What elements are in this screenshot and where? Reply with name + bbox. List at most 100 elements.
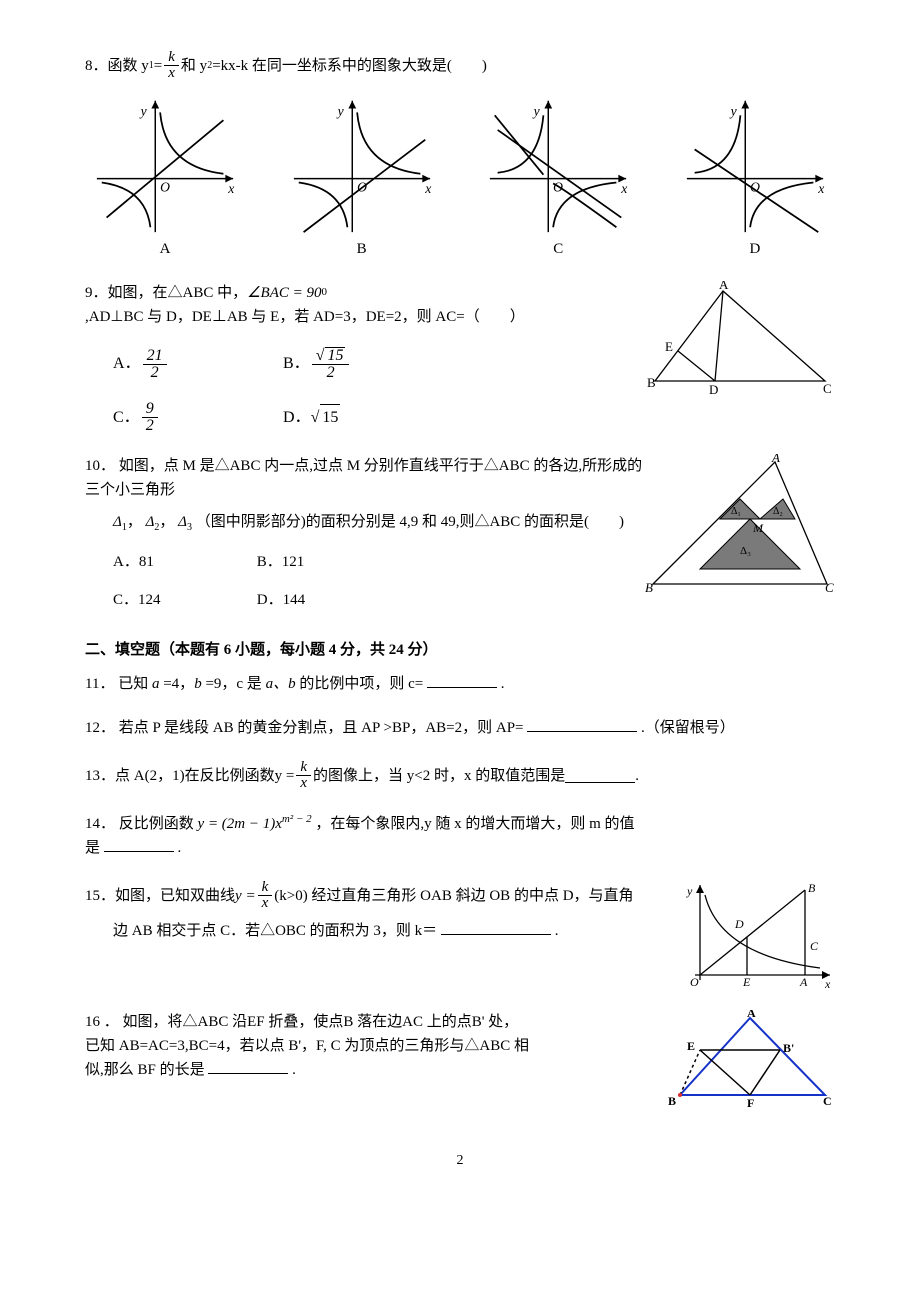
q10-opt-a: A．81 <box>113 550 253 574</box>
q8-frac1-den: x <box>164 66 179 81</box>
q10-opt-c: C．124 <box>113 588 253 612</box>
q11-num: 11． <box>85 676 114 692</box>
q10-options: A．81 B．121 <box>113 550 645 574</box>
q15-figure: O E A B C D x y <box>685 880 835 990</box>
section-2-heading: 二、填空题（本题有 6 小题，每小题 4 分，共 24 分） <box>85 638 835 662</box>
q15-frac-num: k <box>258 880 273 896</box>
q8-text-a: 函数 y <box>108 54 149 78</box>
q9-c-den: 2 <box>142 418 158 434</box>
q9-a-num: 21 <box>143 348 167 365</box>
q9-opt-c: C． 9 2 <box>113 401 283 434</box>
q13-yeq: y = <box>275 764 295 788</box>
q15-line1: 15． 如图，已知双曲线 y = k x (k>0) 经过直角三角形 OAB 斜… <box>85 880 675 911</box>
q16-end: . <box>292 1062 296 1078</box>
q8-graph-b: y x O <box>282 91 442 237</box>
q8-stem: 8． 函数 y 1 = k x 和 y 2 =kx-k 在同一坐标系中的图象大致… <box>85 50 835 81</box>
svg-text:M: M <box>752 521 764 535</box>
q14-num: 14． <box>85 816 115 832</box>
question-16: A B B' C E F 16 ． 如图，将△ABC 沿EF 折叠，使点B 落在… <box>85 1010 835 1110</box>
q15-yeq: y = <box>235 884 256 908</box>
svg-text:x: x <box>424 181 431 196</box>
q8-label-a: A <box>160 237 171 261</box>
svg-text:E: E <box>687 1039 695 1053</box>
q9-left: 9． 如图，在△ABC 中， ∠BAC = 90 0 ,AD⊥BC 与 D，DE… <box>85 281 645 434</box>
q9-text-a: 如图，在△ABC 中， <box>108 281 248 305</box>
q13-blank <box>565 768 635 783</box>
q9-stem: 9． 如图，在△ABC 中， ∠BAC = 90 0 ,AD⊥BC 与 D，DE… <box>85 281 645 329</box>
svg-text:y: y <box>686 884 693 898</box>
q13-frac-num: k <box>296 760 311 776</box>
q11-end: . <box>501 676 505 692</box>
q14-text-a: 反比例函数 <box>119 816 198 832</box>
q16-text-b: 已知 AB=AC=3,BC=4，若以点 B'，F, C 为顶点的三角形与△ABC… <box>85 1038 529 1054</box>
q11-blank <box>427 673 497 688</box>
svg-text:x: x <box>817 181 824 196</box>
svg-text:O: O <box>160 179 170 194</box>
q10-num: 10． <box>85 458 115 474</box>
q9-b-num: √15 <box>312 347 350 365</box>
svg-text:y: y <box>335 103 344 118</box>
q8-frac1: k x <box>164 50 179 81</box>
svg-text:Δ₂: Δ₂ <box>773 506 783 517</box>
q9-opt-a: A． 21 2 <box>113 347 283 381</box>
q15-blank <box>441 920 551 935</box>
q9-a-label: A． <box>113 351 141 377</box>
q8-text-b: 和 y <box>181 54 207 78</box>
q10-d1: Δ <box>113 514 122 530</box>
q14-blank <box>104 837 174 852</box>
q14-text-b: ，在每个象限内,y 随 x 的增大而增大，则 m 的值 <box>315 816 634 832</box>
page-number: 2 <box>85 1150 835 1172</box>
q13-num: 13． <box>85 764 115 788</box>
section-2-text: 二、填空题（本题有 6 小题，每小题 4 分，共 24 分） <box>85 642 438 658</box>
q8-graph-a: y x O <box>85 91 245 237</box>
q11-text: 已知 a =4，b =9，c 是 a、b 的比例中项，则 c= <box>118 676 423 692</box>
q9-d-val: √15 <box>311 404 341 431</box>
q9-text-b: ,AD⊥BC 与 D，DE⊥AB 与 E，若 AD=3，DE=2，则 AC=（ … <box>85 305 525 329</box>
svg-text:B: B <box>668 1094 676 1108</box>
svg-text:x: x <box>621 181 628 196</box>
svg-text:C: C <box>810 939 819 953</box>
svg-text:x: x <box>824 977 831 990</box>
q12-end: .（保留根号） <box>641 720 735 736</box>
q12-num: 12． <box>85 720 115 736</box>
svg-text:A: A <box>747 1010 756 1020</box>
q14-line1: 14． 反比例函数 y = (2m − 1)xm² − 2 ，在每个象限内,y … <box>85 811 835 836</box>
svg-text:C: C <box>823 1094 832 1108</box>
question-15: O E A B C D x y 15． 如图，已知双曲线 y = k x (k>… <box>85 880 835 990</box>
svg-text:B: B <box>647 375 656 390</box>
svg-text:D: D <box>709 382 718 397</box>
q13-frac-den: x <box>296 776 311 791</box>
q14-line2: 是 . <box>85 836 835 860</box>
question-9: 9． 如图，在△ABC 中， ∠BAC = 90 0 ,AD⊥BC 与 D，DE… <box>85 281 835 434</box>
question-13: 13． 点 A(2，1)在反比例函数 y = k x 的图像上，当 y<2 时，… <box>85 760 835 791</box>
svg-text:y: y <box>139 103 148 118</box>
q8-label-c: C <box>553 237 563 261</box>
q10-d3s: 3 <box>187 522 192 533</box>
q10-text-b: （图中阴影部分)的面积分别是 4,9 和 49,则△ABC 的面积是( ) <box>196 514 624 530</box>
q15-num: 15． <box>85 884 115 908</box>
q15-text-c: 边 AB 相交于点 C．若△OBC 的面积为 3，则 k＝ <box>113 923 437 939</box>
q10-stem-b: Δ1， Δ2， Δ3 （图中阴影部分)的面积分别是 4,9 和 49,则△ABC… <box>113 510 645 536</box>
q12-blank <box>527 717 637 732</box>
q10-d2s: 2 <box>154 522 159 533</box>
svg-text:D: D <box>734 917 744 931</box>
svg-text:B: B <box>645 580 653 594</box>
question-12: 12． 若点 P 是线段 AB 的黄金分割点，且 AP >BP，AB=2，则 A… <box>85 716 835 740</box>
q10-opt-d: D．144 <box>257 592 305 608</box>
q8-graph-c: y x O <box>478 91 638 237</box>
q15-end: . <box>555 923 559 939</box>
q8-label-d: D <box>750 237 761 261</box>
q9-expr: ∠BAC = 90 <box>247 281 321 305</box>
q9-opt-d: D． √15 <box>283 401 453 434</box>
svg-text:O: O <box>690 975 699 989</box>
q16-text-c: 似,那么 BF 的长是 <box>85 1062 205 1078</box>
q10-options-2: C．124 D．144 <box>113 588 645 612</box>
q13-end: . <box>635 764 639 788</box>
q9-a-den: 2 <box>147 365 163 381</box>
exam-page: 8． 函数 y 1 = k x 和 y 2 =kx-k 在同一坐标系中的图象大致… <box>0 0 920 1212</box>
q8-eq2: =kx-k 在同一坐标系中的图象大致是( ) <box>212 54 487 78</box>
q8-frac1-num: k <box>164 50 179 66</box>
q16-num: 16 ． <box>85 1014 119 1030</box>
svg-text:F: F <box>747 1096 754 1110</box>
svg-text:A: A <box>771 454 780 465</box>
